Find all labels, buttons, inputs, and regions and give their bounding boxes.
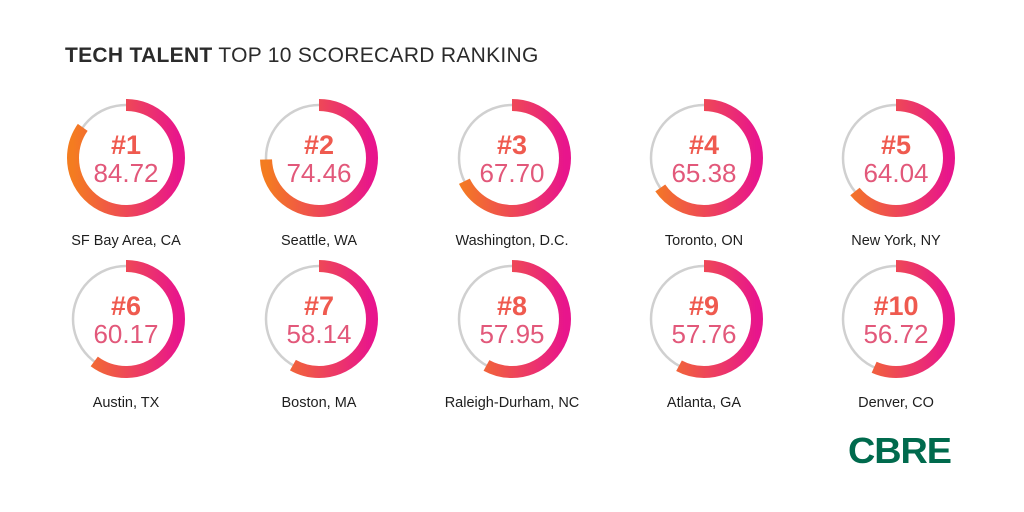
market-label: Raleigh-Durham, NC	[445, 395, 580, 411]
market-label: Atlanta, GA	[667, 395, 741, 411]
market-label: Washington, D.C.	[455, 233, 568, 249]
rank-label: #1	[111, 130, 141, 160]
market-label: Denver, CO	[858, 395, 934, 411]
donut-item: #758.14 Boston, MA	[260, 260, 378, 411]
market-label: Austin, TX	[93, 395, 160, 411]
cbre-logo: CBRE	[848, 430, 952, 471]
score-label: 74.46	[286, 158, 351, 188]
rank-label: #8	[497, 291, 527, 321]
donut-item: #465.38 Toronto, ON	[645, 99, 763, 249]
rank-label: #2	[304, 130, 334, 160]
rank-label: #5	[881, 130, 911, 160]
donut-item: #274.46 Seattle, WA	[260, 99, 378, 249]
market-label: Toronto, ON	[665, 233, 743, 249]
donut-item: #564.04 New York, NY	[837, 99, 955, 249]
donut-item: #957.76 Atlanta, GA	[645, 260, 763, 411]
score-label: 57.76	[671, 319, 736, 349]
score-label: 84.72	[93, 158, 158, 188]
score-label: 57.95	[479, 319, 544, 349]
rank-label: #10	[873, 291, 918, 321]
donut-arc	[453, 99, 571, 217]
market-label: Seattle, WA	[281, 233, 357, 249]
donut-arc	[67, 260, 185, 378]
market-label: SF Bay Area, CA	[71, 233, 181, 249]
rank-label: #6	[111, 291, 141, 321]
market-label: New York, NY	[851, 233, 941, 249]
score-label: 65.38	[671, 158, 736, 188]
rank-label: #7	[304, 291, 334, 321]
score-label: 56.72	[863, 319, 928, 349]
chart-title: TECH TALENT TOP 10 SCORECARD RANKING	[65, 44, 539, 68]
score-label: 58.14	[286, 319, 351, 349]
donut-item: #184.72 SF Bay Area, CA	[67, 99, 185, 249]
donut-arc	[260, 260, 378, 378]
donut-arc	[453, 260, 571, 378]
donut-arc	[645, 260, 763, 378]
title-bold: TECH TALENT	[65, 44, 213, 67]
rank-label: #9	[689, 291, 719, 321]
donut-arc	[260, 99, 378, 217]
donut-arc	[837, 99, 955, 217]
score-label: 67.70	[479, 158, 544, 188]
score-label: 60.17	[93, 319, 158, 349]
rank-label: #3	[497, 130, 527, 160]
rank-label: #4	[689, 130, 719, 160]
donut-arc	[67, 99, 185, 217]
donut-item: #367.70 Washington, D.C.	[453, 99, 571, 249]
donut-arc	[645, 99, 763, 217]
score-label: 64.04	[863, 158, 928, 188]
donut-item: #857.95 Raleigh-Durham, NC	[445, 260, 580, 411]
donut-item: #660.17 Austin, TX	[67, 260, 185, 411]
market-label: Boston, MA	[282, 395, 357, 411]
donut-arc	[837, 260, 955, 378]
title-light: TOP 10 SCORECARD RANKING	[218, 44, 539, 67]
